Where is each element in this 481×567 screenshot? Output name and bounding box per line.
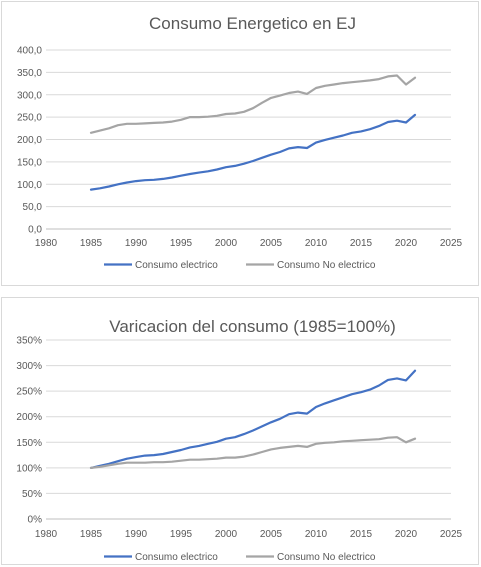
legend-label: Consumo No electrico (277, 260, 376, 271)
x-tick-label: 2015 (350, 529, 373, 540)
x-tick-label: 2020 (395, 238, 418, 249)
x-tick-label: 2005 (260, 238, 283, 249)
x-tick-label: 1990 (125, 238, 148, 249)
y-tick-label: 350% (16, 336, 42, 347)
chart-title: Consumo Energetico en EJ (149, 14, 356, 33)
chart-panel-consumo: Consumo Energetico en EJ 0,0 50,0 100,0 150,… (1, 1, 479, 286)
x-tick-label: 2010 (305, 529, 328, 540)
series-line-electrico (89, 113, 417, 191)
legend-label: Consumo electrico (135, 260, 218, 271)
x-tick-label: 1995 (170, 238, 193, 249)
x-tick-label: 1985 (80, 529, 103, 540)
y-tick-label: 100,0 (17, 180, 42, 191)
y-tick-label: 200,0 (17, 135, 42, 146)
chart-consumo-energetico: Consumo Energetico en EJ 0,0 50,0 100,0 150,… (17, 14, 463, 271)
series-line-electrico (89, 369, 417, 469)
x-tick-label: 2010 (305, 238, 328, 249)
legend-label: Consumo No electrico (277, 552, 376, 563)
y-tick-label: 300,0 (17, 90, 42, 101)
y-tick-label: 50,0 (23, 202, 43, 213)
x-tick-label: 1985 (80, 238, 103, 249)
y-tick-label: 150,0 (17, 157, 42, 168)
y-tick-label: 350,0 (17, 68, 42, 79)
y-tick-label: 0,0 (28, 225, 42, 236)
x-tick-label: 2000 (215, 529, 238, 540)
series-line-no-electrico (89, 436, 417, 469)
x-tick-label: 2015 (350, 238, 373, 249)
x-tick-label: 1995 (170, 529, 193, 540)
y-tick-label: 150% (16, 438, 42, 449)
y-tick-label: 50% (22, 489, 42, 500)
x-tick-label: 1990 (125, 529, 148, 540)
series-line-no-electrico (89, 74, 417, 134)
x-tick-label: 2025 (440, 529, 463, 540)
x-tick-label: 2025 (440, 238, 463, 249)
y-tick-label: 400,0 (17, 46, 42, 57)
y-tick-label: 250,0 (17, 113, 42, 124)
legend-label: Consumo electrico (135, 552, 218, 563)
x-tick-label: 2005 (260, 529, 283, 540)
chart-panel-variacion: Varicacion del consumo (1985=100%) 0% 50% 1… (1, 297, 479, 565)
x-tick-label: 2000 (215, 238, 238, 249)
chart-title: Varicacion del consumo (1985=100%) (109, 317, 396, 336)
x-tick-label: 2020 (395, 529, 418, 540)
y-tick-label: 250% (16, 387, 42, 398)
chart-variacion-consumo: Varicacion del consumo (1985=100%) 0% 50% 1… (16, 317, 463, 563)
y-tick-label: 300% (16, 361, 42, 372)
x-tick-label: 1980 (35, 238, 58, 249)
y-tick-label: 0% (28, 515, 43, 526)
y-tick-label: 100% (16, 463, 42, 474)
x-tick-label: 1980 (35, 529, 58, 540)
y-tick-label: 200% (16, 412, 42, 423)
